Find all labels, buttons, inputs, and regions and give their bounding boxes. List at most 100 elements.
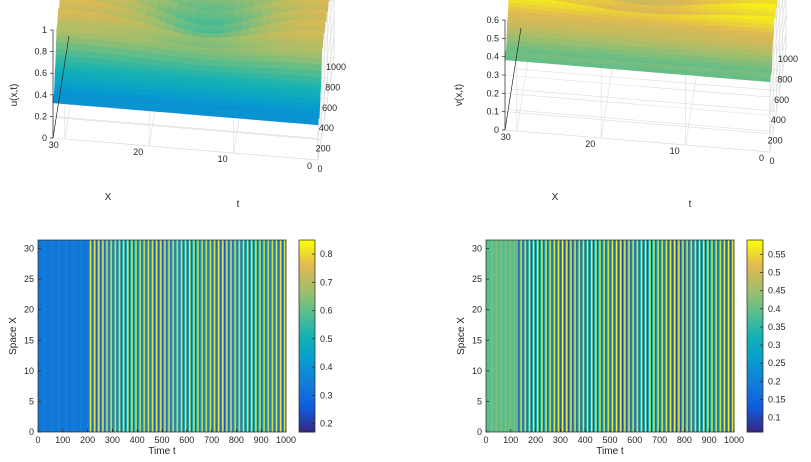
grid-line [56,117,322,140]
t-tick-label: 800 [325,82,340,92]
surface-patch [235,72,246,79]
surface-patch [669,20,680,26]
surface-patch [273,74,284,81]
surface-patch [298,119,310,125]
surface-patch [302,56,313,65]
surface-patch [761,55,773,63]
surface-patch [283,55,294,64]
surface-patch [318,0,329,4]
t-tick-label: 600 [322,103,337,113]
surface-patch [687,24,699,30]
surface-patch [81,101,92,107]
surface-patch [74,43,86,53]
surface-patch [695,50,707,58]
surface-patch [737,6,748,11]
surface-patch [670,11,682,15]
surface-patch [55,42,67,51]
grid-line [317,57,335,161]
z-tick-label: 0.2 [34,111,47,121]
surface-patch [316,15,327,20]
surface-patch [294,34,305,40]
surface-patch [197,58,209,67]
surface-patch [748,0,759,4]
surface-patch [226,51,237,57]
surface-patch [718,6,729,11]
surface-patch [661,11,672,15]
surface-patch [716,21,727,27]
surface-patch [718,9,729,14]
z-tick-label: 0.8 [34,47,47,57]
surface-patch [292,69,303,77]
surface-patch [226,66,237,74]
surface-patch [226,48,238,52]
surface-patch [244,67,256,75]
surface-patch [661,8,672,12]
surface-patch [688,20,699,26]
surface-patch [194,110,205,116]
surface-patch [697,25,708,31]
surface [504,0,778,83]
surface-patch [294,38,305,43]
surface [52,0,330,126]
surface-patch [84,51,95,60]
surface-patch [727,6,739,11]
t-axis-label: t [237,199,240,210]
surface-patch [273,51,285,57]
x-tick-label: 10 [218,154,228,164]
surface-patch [62,99,73,105]
surface-patch [56,35,67,44]
surface-patch [255,48,266,52]
surface-patch [706,25,718,31]
surface-patch [311,52,323,59]
surface-patch [74,50,85,59]
t-tick-label: 400 [319,123,334,133]
surface-patch [204,111,215,117]
surface-patch [216,60,228,68]
surface-patch [74,37,86,46]
surface-patch [743,54,754,62]
surface-patch [678,17,690,22]
surface-patch [207,65,218,73]
surface-patch [254,50,266,57]
z-tick-label: 0.4 [34,90,47,100]
surface-patch [301,69,313,78]
surface-patch [762,50,773,58]
surface-patch [708,9,720,14]
grid-line [514,68,780,92]
surface-patch [671,8,682,12]
z-tick-label: 0.6 [34,68,47,78]
surface-patch [244,73,256,79]
surface-patch [236,48,247,52]
t-tick-label: 200 [316,144,331,154]
surface-patch [55,48,67,57]
surface-patch [303,38,314,44]
t-tick-label: 1000 [326,62,346,72]
surface-patch [102,53,114,62]
surface-patch [282,68,294,76]
x-tick-label: 0 [307,161,312,171]
surface-patch [307,12,318,17]
surface-patch [706,21,718,27]
surface-patch [216,71,227,78]
surface-patch [273,61,284,70]
surface-plot-u: 00.20.40.60.81010203002004006008001000u(… [9,0,346,210]
surface-patch [166,108,177,114]
surface-patch [716,17,727,23]
surface-patch [263,73,275,80]
surface-patch [676,49,688,57]
surface-patch [260,116,272,122]
surface-patch [175,109,187,115]
surface-patch [128,105,139,111]
surface-patch [207,54,218,61]
surface-patch [226,60,237,68]
surface-patch [282,62,294,70]
surface-patch [737,9,748,14]
surface-patch [93,45,105,54]
grid-line [511,88,777,112]
x-tick-label: 30 [49,140,59,150]
surface-patch [733,48,745,55]
surface-patch [235,67,246,74]
surface-patch [308,0,320,4]
surface-patch [147,106,158,112]
surface-patch [283,51,294,57]
